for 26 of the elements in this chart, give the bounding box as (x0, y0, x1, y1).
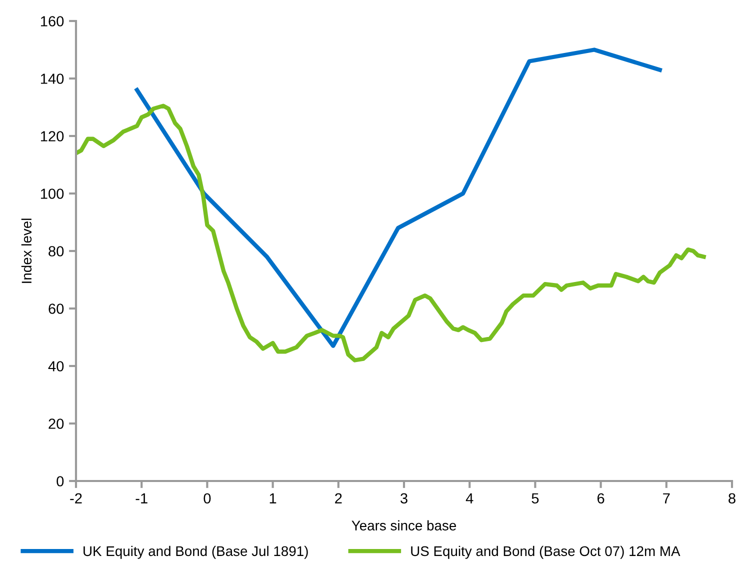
x-tick-label: 7 (663, 493, 670, 504)
x-tick-label: 8 (728, 493, 736, 504)
y-tick-label: 0 (56, 476, 64, 486)
x-tick-label: -2 (70, 493, 82, 504)
x-tick-label: 3 (400, 493, 408, 504)
x-tick-label: 5 (532, 493, 539, 504)
x-tick-label: 0 (204, 493, 211, 504)
x-tick-label: 6 (597, 493, 604, 504)
y-tick-label: 100 (40, 188, 64, 199)
y-tick-label: 20 (48, 418, 64, 429)
x-tick-label: -1 (136, 493, 148, 504)
x-tick-label: 4 (466, 493, 474, 504)
x-axis-title: Years since base (352, 520, 456, 530)
legend-label: UK Equity and Bond (Base Jul 1891) (84, 546, 308, 559)
legend-label: US Equity and Bond (Base Oct 07) 12m MA (411, 546, 680, 559)
line-series (76, 104, 706, 362)
line-series (134, 48, 662, 348)
y-tick-label: 40 (48, 361, 64, 372)
y-tick-label: 160 (40, 16, 64, 26)
x-tick-label: 1 (270, 493, 276, 504)
y-tick-label: 60 (48, 304, 64, 314)
y-tick-label: 80 (48, 246, 64, 256)
y-tick-label: 120 (40, 131, 64, 142)
y-axis-title: Index level (21, 218, 32, 283)
y-tick-label: 140 (40, 74, 64, 84)
x-tick-label: 2 (335, 493, 342, 504)
